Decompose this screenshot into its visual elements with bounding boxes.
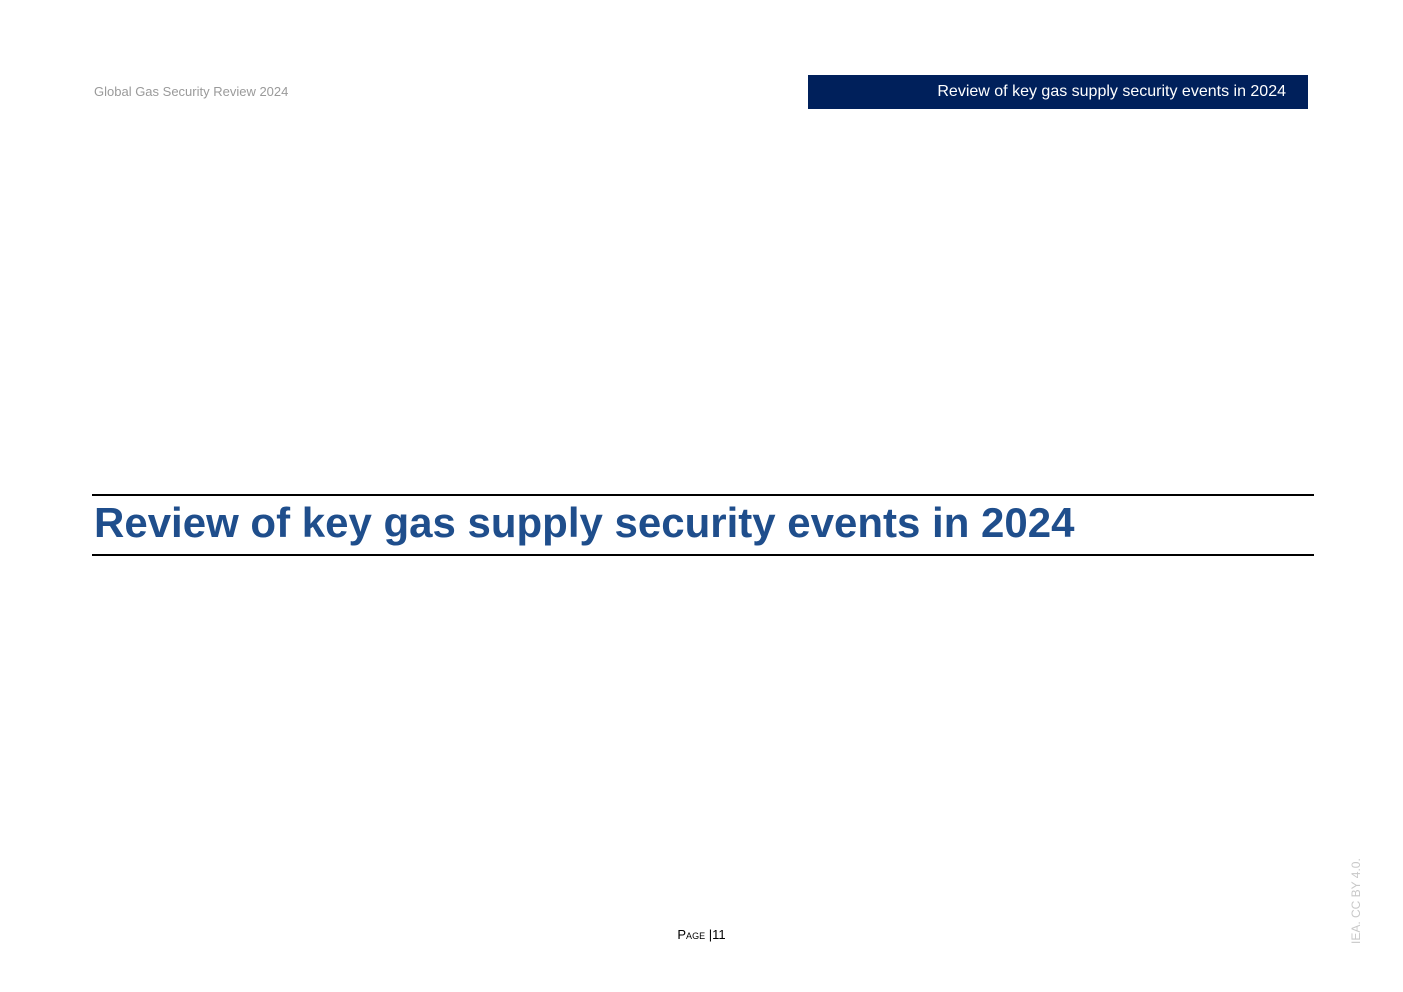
section-header-label: Review of key gas supply security events…: [937, 83, 1286, 100]
page-word: Page: [677, 927, 706, 942]
page-number: 11: [712, 927, 726, 942]
running-title: Global Gas Security Review 2024: [94, 84, 289, 99]
section-header-bar: Review of key gas supply security events…: [808, 75, 1308, 109]
page-footer: Page |11: [0, 927, 1403, 942]
license-note: IEA. CC BY 4.0.: [1349, 858, 1363, 944]
section-title: Review of key gas supply security events…: [94, 499, 1075, 546]
section-title-block: Review of key gas supply security events…: [92, 494, 1314, 556]
page-separator: |: [708, 927, 713, 942]
